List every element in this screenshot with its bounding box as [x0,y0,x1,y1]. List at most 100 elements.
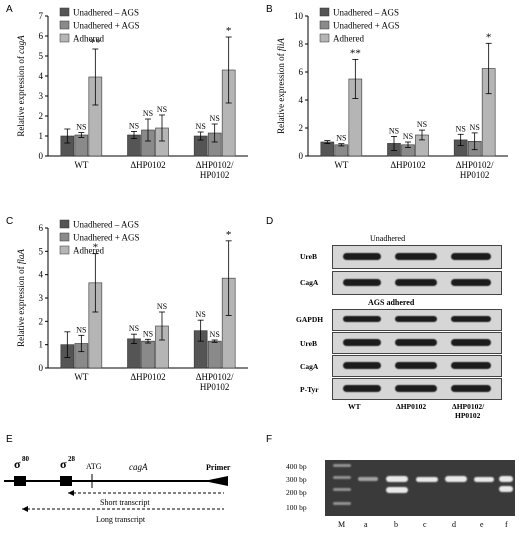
gel-lane-label: d [452,520,456,529]
blot-band [343,253,381,260]
y-tick-label: 3 [39,293,44,303]
significance-label: NS [157,105,167,114]
blot-band [343,385,381,392]
ladder-band [333,476,351,479]
significance-label: NS [210,330,220,339]
y-tick-label: 2 [39,316,44,326]
y-tick-label: 6 [39,31,44,41]
primer-arrow-icon [204,476,228,486]
gel-band [358,477,378,481]
y-axis-label-gene: cagA [16,35,26,54]
y-tick-label: 4 [39,270,44,280]
y-axis-label: Relative expression of cagA [16,35,26,137]
panel-f: F 400 bp 300 bp 200 bp 100 bp M a b c d … [260,430,520,529]
panel-label: D [266,216,274,227]
gel-band [499,476,513,482]
blot-strip [332,271,502,295]
gel-band [445,476,467,482]
y-tick-label: 5 [39,246,44,256]
sigma28-label: σ [60,457,67,471]
significance-label: NS [196,310,206,319]
gel-band [416,477,438,482]
y-tick-label: 5 [39,51,44,61]
sigma80-label: σ [14,457,21,471]
significance-label: * [226,229,232,241]
bar [320,141,335,157]
blot-strip [332,355,502,377]
y-tick-label: 7 [39,11,44,21]
panel-b: B 0 2 4 6 8 10 Relative expression of fliA NS **… [260,0,520,210]
arrowhead-icon [22,506,28,512]
y-tick-label: 2 [39,111,44,121]
category-label: ΔHP0102/ [196,160,234,170]
significance-label: NS [157,302,167,311]
gel-lane-label: M [338,520,346,529]
blot-band [451,316,491,322]
chart-a: 0 1 2 3 4 5 6 7 Relative expression of cagA NS ** W… [16,8,248,180]
chart-b: 0 2 4 6 8 10 Relative expression of fliA NS ** WT… [276,8,508,180]
blot-lane-label: ΔHP0102/ [452,402,485,411]
category-label: ΔHP0102/ [196,372,234,382]
y-tick-label: 3 [39,91,44,101]
y-axis-label: Relative expression of flaA [16,249,26,347]
blot-lane-label: WT [348,402,361,411]
promoter-schematic: σ 80 σ 28 ATG cagA Primer Short transcri… [4,455,231,524]
y-tick-label: 0 [39,151,44,161]
y-axis-label: Relative expression of fliA [276,38,286,134]
category-label: HP0102 [460,170,490,180]
blot-band [451,362,491,369]
y-tick-label: 6 [39,223,44,233]
significance-label: NS [403,132,413,141]
ladder-label: 300 bp [286,475,307,484]
category-label: HP0102 [200,382,230,392]
y-tick-label: 10 [294,11,304,21]
y-tick-label: 2 [299,123,304,133]
blot-band [395,253,437,260]
category-label: ΔHP0102/ [456,160,494,170]
bar [141,340,155,369]
y-tick-label: 1 [39,340,44,350]
significance-label: * [486,31,492,43]
gel-image [325,460,515,516]
significance-label: NS [76,123,86,132]
significance-label: NS [210,114,220,123]
blot-strip [332,245,502,269]
category-label: ΔHP0102 [130,372,165,382]
gel-lane-label: e [480,520,484,529]
category-label: WT [334,160,348,170]
y-axis-label-text: Relative expression of [276,51,286,134]
y-tick-label: 4 [39,71,44,81]
category-label: WT [74,160,88,170]
legend-label: Unadhered – AGS [73,220,139,230]
blot-strip [332,332,502,354]
primer-label: Primer [206,463,231,472]
chart-c: 0 1 2 3 4 5 6 Relative expression of flaA NS * WT N… [16,220,248,392]
blot-strip [332,378,502,400]
legend-label: Adhered [333,34,364,44]
legend-label: Unadhered + AGS [333,21,400,31]
y-tick-label: 0 [299,151,304,161]
panel-label: C [6,216,14,227]
blot-unadhered-title: Unadhered [370,234,406,243]
bar [207,340,222,369]
gel-band [499,486,513,492]
blot-band [395,339,437,346]
panel-a: A 0 1 2 3 4 5 6 7 Relative expression of cagA NS *… [0,0,260,210]
significance-label: NS [389,126,399,135]
blot-strip [332,309,502,331]
significance-label: NS [143,109,153,118]
blot-row-label: CagA [300,278,319,287]
significance-label: NS [470,123,480,132]
category-label: ΔHP0102 [390,160,425,170]
blot-band [395,385,437,392]
legend-swatch [59,20,70,30]
blot-band [451,339,491,346]
panel-d: D Unadhered UreB CagA AGS adhered GAPDH … [260,212,520,422]
gel-lane-label: a [364,520,368,529]
sigma80-box [14,476,26,486]
significance-label: * [226,25,232,37]
blot-band [343,339,381,346]
legend-swatch [319,20,330,30]
ladder-label: 200 bp [286,488,307,497]
sigma80-sup: 80 [22,455,30,463]
